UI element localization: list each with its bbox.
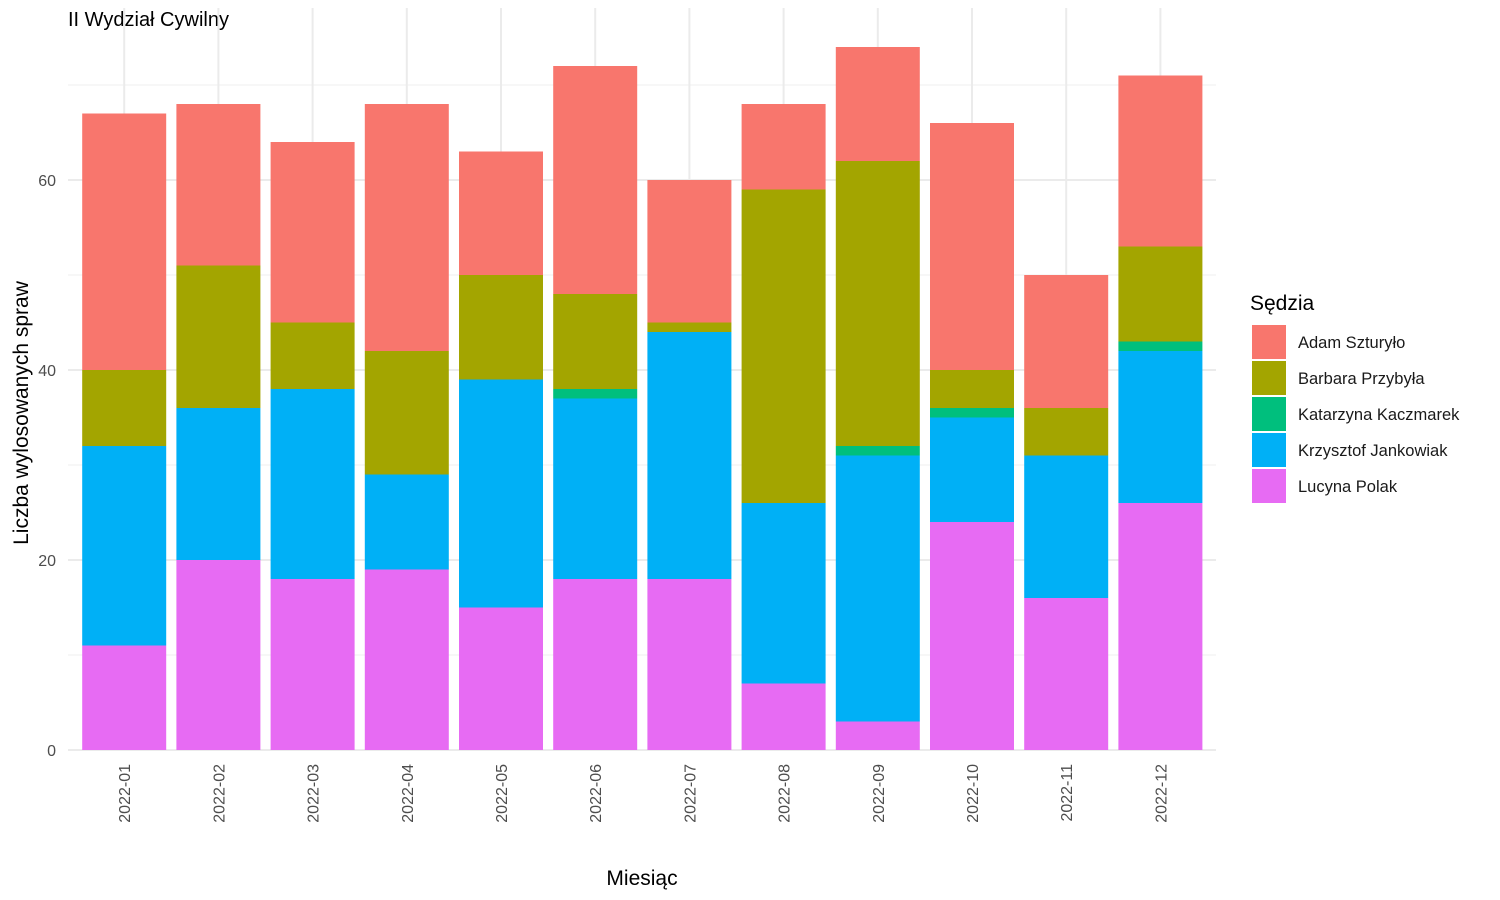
- x-tick-label-2022-05: 2022-05: [494, 764, 511, 823]
- x-tick-label-2022-08: 2022-08: [777, 764, 794, 823]
- bar-segment-2022-06-1: [553, 294, 638, 389]
- x-axis-title: Miesiąc: [606, 867, 677, 890]
- bar-segment-2022-06-0: [553, 66, 638, 294]
- bar-segment-2022-04-3: [364, 474, 449, 570]
- bar-segment-2022-09-4: [835, 721, 920, 750]
- legend-key-2: [1252, 397, 1286, 431]
- bar-segment-2022-12-4: [1118, 503, 1203, 750]
- bar-segment-2022-02-1: [176, 265, 261, 408]
- bar-segment-2022-11-0: [1024, 275, 1109, 408]
- chart-title: II Wydział Cywilny: [68, 9, 229, 31]
- bar-segment-2022-05-3: [459, 379, 543, 608]
- bar-segment-2022-09-3: [835, 455, 920, 722]
- bar-segment-2022-02-0: [176, 104, 261, 266]
- bar-segment-2022-03-4: [270, 579, 355, 750]
- bar-segment-2022-01-3: [82, 446, 167, 646]
- bar-segment-2022-06-3: [553, 398, 638, 579]
- legend-label-4: Lucyna Polak: [1298, 478, 1398, 496]
- x-tick-label-2022-03: 2022-03: [306, 764, 323, 823]
- bars: [82, 47, 1203, 750]
- x-tick-label-2022-12: 2022-12: [1153, 764, 1170, 823]
- bar-segment-2022-08-0: [741, 104, 826, 190]
- bar-segment-2022-07-4: [647, 579, 732, 750]
- x-axis-ticks: 2022-01 2022-02 2022-03 2022-04 2022-05 2022-…: [117, 764, 1170, 823]
- y-axis-title: Liczba wylosowanych spraw: [10, 280, 33, 545]
- legend-key-4: [1252, 469, 1286, 503]
- legend-key-1: [1252, 361, 1286, 395]
- bar-segment-2022-03-1: [270, 322, 355, 389]
- bar-segment-2022-07-0: [647, 180, 732, 323]
- bar-segment-2022-12-3: [1118, 351, 1203, 503]
- legend: Adam Szturyło Barbara Przybyła Katarzyna K…: [1252, 325, 1460, 503]
- bar-segment-2022-04-0: [364, 104, 449, 351]
- legend-key-3: [1252, 433, 1286, 467]
- bar-segment-2022-06-2: [553, 389, 638, 399]
- bar-segment-2022-01-1: [82, 370, 167, 446]
- x-tick-label-2022-10: 2022-10: [965, 764, 982, 823]
- x-tick-label-2022-01: 2022-01: [117, 764, 134, 823]
- bar-segment-2022-12-0: [1118, 75, 1203, 247]
- bar-segment-2022-05-1: [459, 275, 543, 380]
- bar-segment-2022-04-4: [364, 569, 449, 750]
- bar-segment-2022-01-0: [82, 113, 167, 370]
- bar-segment-2022-09-2: [835, 446, 920, 456]
- bar-segment-2022-02-3: [176, 408, 261, 560]
- bar-segment-2022-09-1: [835, 161, 920, 446]
- legend-key-0: [1252, 325, 1286, 359]
- bar-segment-2022-11-4: [1024, 598, 1109, 750]
- x-tick-label-2022-06: 2022-06: [588, 764, 605, 823]
- bar-segment-2022-05-4: [459, 607, 543, 750]
- bar-segment-2022-07-3: [647, 332, 732, 579]
- legend-label-2: Katarzyna Kaczmarek: [1298, 406, 1460, 424]
- bar-segment-2022-03-0: [270, 142, 355, 323]
- y-tick-label: 40: [38, 363, 56, 380]
- legend-label-0: Adam Szturyło: [1298, 334, 1405, 352]
- bar-segment-2022-10-1: [930, 370, 1014, 408]
- bar-segment-2022-08-1: [741, 189, 826, 503]
- y-tick-label: 20: [38, 553, 56, 570]
- x-tick-label-2022-02: 2022-02: [211, 764, 228, 823]
- bar-segment-2022-01-4: [82, 645, 167, 750]
- x-tick-label-2022-09: 2022-09: [871, 764, 888, 823]
- bar-segment-2022-09-0: [835, 47, 920, 161]
- bar-segment-2022-08-3: [741, 503, 826, 684]
- legend-label-1: Barbara Przybyła: [1298, 370, 1425, 388]
- bar-segment-2022-10-4: [930, 522, 1014, 750]
- y-tick-label: 60: [38, 173, 56, 190]
- bar-segment-2022-10-0: [930, 123, 1014, 370]
- bar-segment-2022-05-0: [459, 151, 543, 275]
- bar-segment-2022-06-4: [553, 579, 638, 750]
- bar-segment-2022-02-4: [176, 560, 261, 750]
- x-tick-label-2022-11: 2022-11: [1059, 764, 1076, 822]
- y-axis-ticks: 0 20 40 60: [38, 173, 56, 760]
- y-tick-label: 0: [47, 743, 56, 760]
- bar-segment-2022-10-2: [930, 408, 1014, 418]
- bar-segment-2022-10-3: [930, 417, 1014, 522]
- bar-segment-2022-03-3: [270, 389, 355, 579]
- legend-label-3: Krzysztof Jankowiak: [1298, 442, 1448, 460]
- x-tick-label-2022-07: 2022-07: [682, 764, 699, 823]
- bar-segment-2022-11-3: [1024, 455, 1109, 598]
- bar-segment-2022-04-1: [364, 351, 449, 475]
- x-tick-label-2022-04: 2022-04: [400, 764, 417, 823]
- bar-segment-2022-07-1: [647, 322, 732, 332]
- bar-segment-2022-08-4: [741, 683, 826, 750]
- bar-segment-2022-12-1: [1118, 246, 1203, 342]
- legend-title: Sędzia: [1250, 292, 1315, 315]
- bar-segment-2022-11-1: [1024, 408, 1109, 456]
- bar-segment-2022-12-2: [1118, 341, 1203, 351]
